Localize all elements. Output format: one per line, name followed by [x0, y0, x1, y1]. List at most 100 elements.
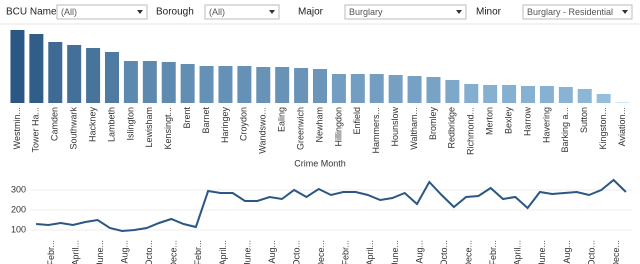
filter-label: Borough — [156, 7, 194, 18]
bar — [407, 76, 422, 103]
x-tick-label: Waltham... — [409, 107, 419, 150]
x-tick-label: Southwark — [69, 107, 79, 150]
bar — [445, 80, 460, 103]
x-tick-label: Wandswo... — [258, 107, 268, 154]
x-tick-label: Harrow — [522, 107, 532, 137]
x-tick-label: Redbridge — [447, 107, 457, 149]
bar — [10, 30, 25, 103]
x-tick-label: Dece... — [169, 240, 179, 264]
dropdown-arrow — [456, 10, 462, 14]
x-tick-label: Aviation... — [617, 107, 627, 146]
x-tick-label: June... — [242, 240, 252, 264]
bar — [502, 85, 517, 103]
x-tick-label: Islington — [125, 107, 135, 141]
bar — [180, 64, 195, 103]
x-tick-label: Febr... — [488, 240, 498, 264]
x-tick-label: Barnet — [201, 107, 211, 134]
bar — [237, 66, 252, 103]
x-tick-label: June... — [95, 240, 105, 264]
bar — [275, 67, 290, 103]
bar — [123, 61, 138, 103]
x-tick-label: Haringey — [220, 107, 230, 144]
bar — [331, 74, 346, 103]
x-tick-label: Dece... — [316, 240, 326, 264]
line-chart-title: Crime Month — [294, 158, 346, 168]
x-tick-label: Aug... — [267, 240, 277, 264]
bar — [464, 84, 479, 103]
bar — [388, 75, 403, 103]
x-tick-label: Octo... — [586, 240, 596, 264]
filter-dropdown[interactable] — [56, 4, 148, 20]
x-tick-label: Havering — [541, 107, 551, 143]
dropdown-arrow — [269, 10, 275, 14]
x-tick-label: April... — [513, 240, 523, 264]
bar — [521, 86, 535, 103]
x-tick-label: Febr... — [193, 240, 203, 264]
x-tick-label: Camden — [50, 107, 60, 141]
dropdown-arrow — [137, 10, 143, 14]
bar — [218, 66, 233, 103]
y-tick-label: 200 — [11, 204, 26, 214]
bar — [86, 48, 101, 103]
bar — [615, 102, 630, 103]
bar — [67, 45, 82, 103]
x-tick-label: Aug... — [414, 240, 424, 264]
dropdown-arrow — [622, 10, 628, 14]
x-tick-label: Octo... — [439, 240, 449, 264]
bar — [539, 86, 554, 103]
bar — [577, 89, 592, 103]
filter-value: (All) — [61, 7, 77, 17]
x-tick-label: Merton — [485, 107, 495, 135]
x-tick-label: Croydon — [239, 107, 249, 141]
y-tick-label: 300 — [11, 184, 26, 194]
bar — [256, 67, 271, 103]
bar — [29, 34, 44, 103]
filter-dropdown[interactable] — [344, 4, 467, 20]
x-tick-label: Octo... — [144, 240, 154, 264]
filter-dropdown[interactable] — [522, 4, 633, 20]
bar — [369, 74, 384, 103]
x-tick-label: Aug... — [562, 240, 572, 264]
x-tick-label: Tower Ha... — [31, 107, 41, 153]
x-tick-label: Octo... — [292, 240, 302, 264]
x-tick-label: Hackney — [87, 107, 97, 143]
x-tick-label: Hammers... — [371, 107, 381, 154]
bar — [558, 87, 573, 103]
filter-bar: BCU Name (All) Borough (All) Major Burglary Mi… — [6, 4, 633, 20]
filter-label: Major — [298, 7, 324, 18]
x-tick-label: Hounslow — [390, 107, 400, 147]
x-tick-label: Westmin... — [12, 107, 22, 149]
x-tick-label: April... — [218, 240, 228, 264]
x-tick-label: Kingston... — [598, 107, 608, 150]
x-tick-label: April... — [365, 240, 375, 264]
x-tick-label: Febr... — [341, 240, 351, 264]
bar — [105, 52, 119, 103]
bar — [313, 69, 327, 103]
x-tick-label: Lewisham — [144, 107, 154, 148]
bar — [199, 66, 214, 103]
x-tick-label: Richmond... — [466, 107, 476, 155]
x-tick-label: Bromley — [428, 107, 438, 141]
x-tick-label: Brent — [182, 107, 192, 129]
x-tick-label: Kensingt... — [163, 107, 173, 150]
filter-dropdown[interactable] — [204, 4, 280, 20]
bar — [596, 94, 611, 103]
x-tick-label: Enfield — [352, 107, 362, 135]
x-tick-label: Hillingdon — [333, 107, 343, 147]
x-tick-label: Greenwich — [295, 107, 305, 150]
bar — [161, 62, 176, 103]
filter-value: (All) — [209, 7, 225, 17]
bar — [142, 61, 157, 103]
bar — [48, 42, 63, 103]
x-tick-label: Lambeth — [106, 107, 116, 142]
x-tick-label: June... — [390, 240, 400, 264]
x-tick-label: Febr... — [46, 240, 56, 264]
line-series — [36, 178, 627, 233]
x-tick-label: Dece... — [611, 240, 621, 264]
bar — [426, 77, 441, 103]
x-tick-label: Sutton — [579, 107, 589, 133]
y-tick-label: 100 — [11, 224, 26, 234]
bar — [483, 85, 498, 103]
x-tick-label: Ealing — [277, 107, 287, 132]
